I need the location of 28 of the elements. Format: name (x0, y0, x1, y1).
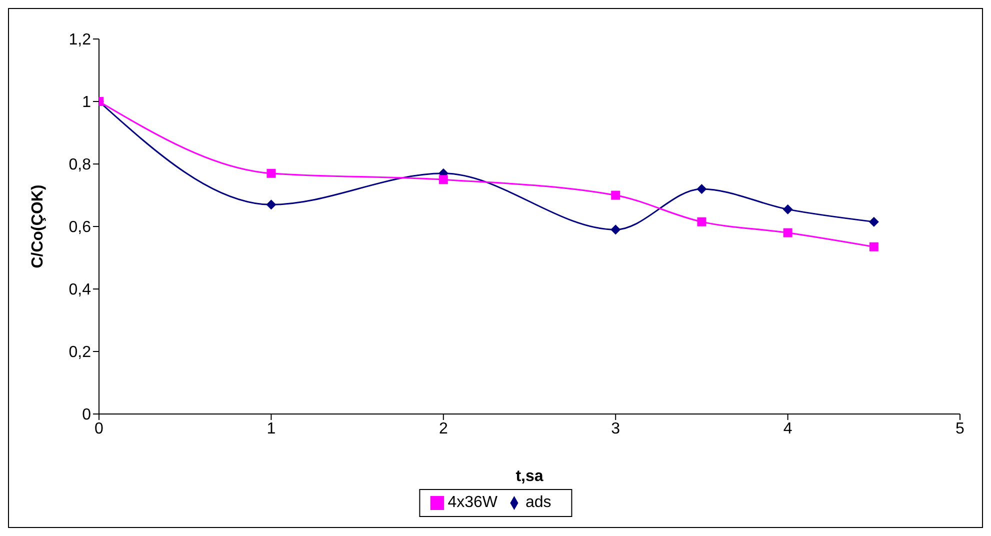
point (266, 200, 276, 210)
point (868, 216, 879, 227)
point (696, 184, 707, 194)
x-tick-label: 3 (611, 420, 620, 438)
y-tick-label: 0,2 (68, 344, 92, 362)
y-axis-title: C/Co(ÇOK) (30, 184, 47, 268)
x-tick-label: 0 (94, 420, 104, 438)
point (783, 228, 792, 238)
point (611, 190, 620, 200)
y-tick-label: 0,6 (68, 219, 92, 236)
y-tick-label: 0 (82, 406, 92, 424)
y-tick-label: 0,4 (68, 282, 92, 299)
point (438, 175, 448, 184)
point (782, 204, 793, 214)
legend-label: ads (526, 494, 552, 511)
point (610, 224, 621, 235)
point (266, 168, 276, 178)
x-tick-label: 1 (266, 420, 276, 438)
point (869, 242, 878, 252)
y-tick-label: 1,2 (68, 32, 92, 49)
x-axis-title: t,sa (516, 468, 544, 485)
point (697, 217, 706, 226)
x-tick-label: 5 (956, 420, 965, 438)
x-tick-label: 4 (783, 420, 792, 438)
x-tick-label: 2 (438, 420, 448, 438)
y-tick-label: 1 (82, 94, 92, 112)
legend-label: 4x36W (448, 494, 498, 511)
y-tick-label: 0,8 (68, 156, 92, 174)
